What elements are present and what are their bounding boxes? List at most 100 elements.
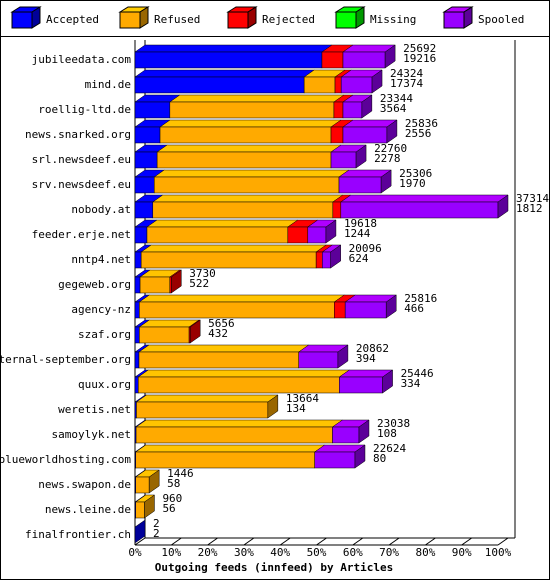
x-tick-label: 50% [307, 546, 327, 559]
x-tick [461, 537, 472, 546]
total-label: 20096 [349, 242, 382, 255]
total-label: 25836 [405, 117, 438, 130]
bar [134, 251, 142, 269]
bar [134, 226, 148, 244]
legend-swatch [335, 11, 357, 29]
y-tick-label: agency-nz [71, 303, 131, 316]
y-tick-label: news.snarked.org [25, 128, 131, 141]
total-label: 25692 [403, 42, 436, 55]
bar-side [325, 219, 337, 244]
x-tick [388, 537, 400, 546]
bar [146, 226, 289, 244]
bar [332, 201, 342, 219]
total-label: 37314 [516, 192, 549, 205]
bar [156, 151, 332, 169]
y-tick-label: quux.org [78, 378, 131, 391]
bar [136, 401, 269, 419]
bar [287, 226, 309, 244]
x-tick-label: 90% [452, 546, 472, 559]
bar-side [371, 69, 383, 94]
bar-top [134, 44, 333, 53]
bar [321, 51, 344, 69]
total-label: 5656 [208, 317, 235, 330]
bar [134, 301, 140, 319]
bar [342, 101, 363, 119]
bar-top [134, 444, 326, 453]
accepted-label: 58 [167, 477, 180, 490]
accepted-label: 80 [373, 452, 386, 465]
bar [139, 301, 335, 319]
bar-top [138, 294, 346, 303]
y-tick-label: nntp4.net [71, 253, 131, 266]
bar [298, 351, 339, 369]
bar-side [382, 369, 393, 394]
bar [139, 276, 171, 294]
bar [330, 151, 357, 169]
legend-swatch [443, 11, 465, 29]
accepted-label: 522 [189, 277, 209, 290]
total-label: 19618 [344, 217, 377, 230]
x-tick-label: 60% [343, 546, 363, 559]
bar [134, 201, 154, 219]
accepted-label: 19216 [403, 52, 436, 65]
y-tick-label: news.swapon.de [38, 478, 131, 491]
bar [134, 101, 171, 119]
bar [344, 301, 387, 319]
y-tick-label: finalfrontier.ch [25, 528, 131, 541]
bar-top [169, 94, 345, 103]
bar-side [189, 319, 201, 344]
total-label: 960 [162, 492, 182, 505]
x-tick-label: 80% [415, 546, 435, 559]
y-tick-label: eternal-september.org [0, 353, 131, 366]
legend-label: Missing [370, 13, 416, 26]
y-tick-label: weretis.net [58, 403, 131, 416]
bar-side [361, 94, 373, 119]
bar [342, 51, 386, 69]
bar-top [134, 69, 315, 78]
total-label: 24324 [390, 67, 423, 80]
bar [139, 326, 190, 344]
bar-side [267, 394, 279, 419]
bar [140, 251, 317, 269]
legend-swatch [11, 11, 33, 29]
x-tick [171, 537, 182, 546]
bar-side [171, 269, 182, 294]
bar [152, 201, 334, 219]
bar [334, 301, 346, 319]
x-tick [425, 537, 436, 546]
bar-top [340, 194, 509, 203]
bar [315, 251, 323, 269]
y-tick-label: samoylyk.net [52, 428, 131, 441]
bar-top [138, 344, 310, 353]
bar-side [330, 244, 341, 269]
accepted-label: 432 [208, 327, 228, 340]
x-tick [207, 537, 218, 546]
bar-top [140, 244, 327, 253]
bar [342, 126, 388, 144]
bar-side [337, 344, 349, 369]
total-label: 25446 [401, 367, 434, 380]
bar-top [135, 419, 344, 428]
bar [332, 426, 360, 444]
accepted-label: 56 [162, 502, 175, 515]
bar-top [153, 169, 350, 178]
bar-top [146, 219, 299, 228]
bar [314, 451, 356, 469]
bar-top [135, 394, 279, 403]
accepted-label: 2 [153, 527, 160, 540]
legend-label: Accepted [46, 13, 99, 26]
accepted-label: 2556 [405, 127, 432, 140]
total-label: 23344 [380, 92, 413, 105]
bar [134, 51, 323, 69]
bar-side [354, 444, 366, 469]
bar-top [159, 119, 342, 128]
bar [153, 176, 340, 194]
x-axis-title: Outgoing feeds (innfeed) by Articles [155, 561, 393, 574]
y-tick-label: srv.newsdeef.eu [32, 178, 131, 191]
y-tick-label: mind.de [85, 78, 131, 91]
bar [339, 376, 383, 394]
x-tick [279, 537, 291, 546]
accepted-label: 624 [349, 252, 369, 265]
y-tick-label: nobody.at [71, 203, 131, 216]
